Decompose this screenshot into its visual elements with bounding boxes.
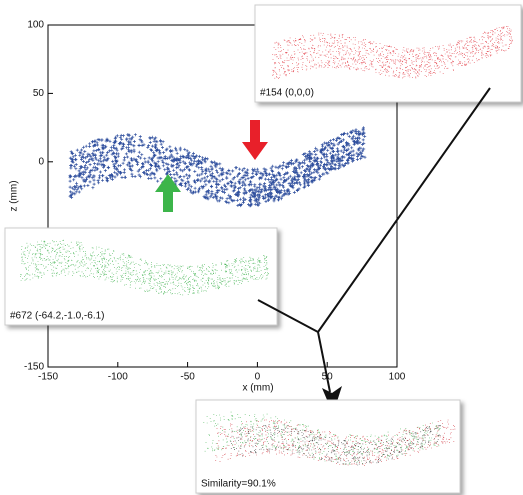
x-tick-label: -150	[38, 372, 58, 383]
point-cloud	[272, 26, 513, 79]
x-tick-label: 100	[389, 372, 406, 383]
connector	[257, 87, 491, 393]
inset-panel	[4, 227, 278, 326]
y-axis-label: z (mm)	[9, 180, 20, 211]
green-arrow	[155, 174, 181, 212]
inset-red: #154 (0,0,0)	[254, 4, 522, 103]
inset-label: #154 (0,0,0)	[260, 88, 314, 99]
y-tick-label: 100	[27, 20, 44, 31]
inset-label: Similarity=90.1%	[201, 479, 276, 490]
inset-panel	[195, 399, 461, 494]
inset-green: #672 (-64.2,-1.0,-6.1)	[4, 227, 278, 326]
x-tick-label: -50	[180, 372, 195, 383]
point-cloud	[68, 126, 367, 208]
y-tick-label: -150	[24, 362, 44, 373]
x-tick-label: -100	[108, 372, 128, 383]
y-tick-label: 0	[38, 156, 44, 167]
red-arrow	[242, 120, 268, 160]
x-axis-label: x (mm)	[242, 383, 273, 394]
point-cloud	[230, 423, 441, 466]
inset-merged: Similarity=90.1%	[195, 399, 461, 494]
point-cloud	[20, 239, 269, 296]
y-tick-label: 50	[33, 88, 45, 99]
x-tick-label: 0	[255, 372, 261, 383]
plot-frame	[47, 24, 398, 368]
inset-label: #672 (-64.2,-1.0,-6.1)	[10, 311, 105, 322]
